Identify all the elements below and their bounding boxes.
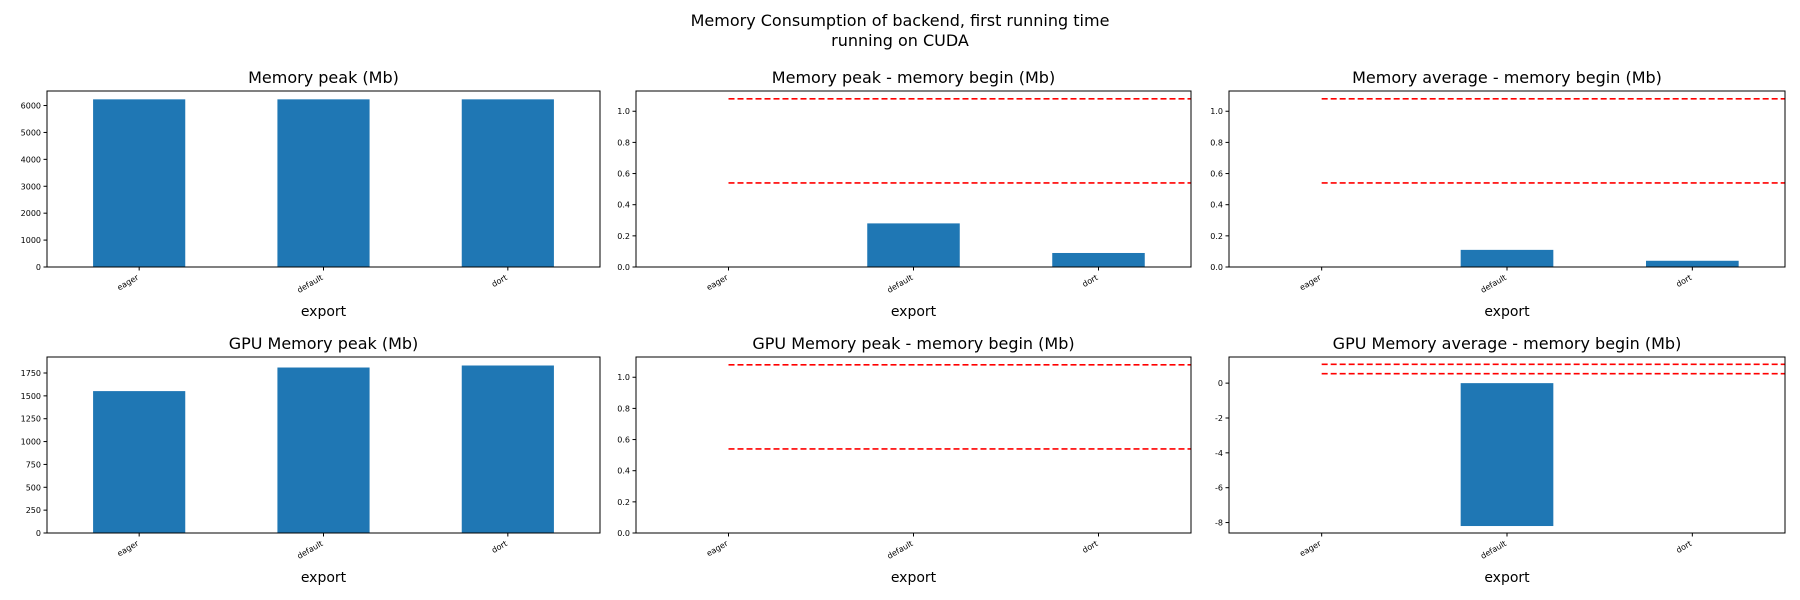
subplot-title: GPU Memory peak - memory begin (Mb) bbox=[752, 334, 1074, 353]
bar-dort bbox=[461, 99, 554, 268]
y-tick-label: 1.0 bbox=[617, 107, 630, 116]
x-tick-label: default bbox=[886, 273, 915, 295]
subplot-2: 0.0 0.2 0.4 0.6 0.8 1.0 eager default dort Memory… bbox=[617, 68, 1192, 320]
bar-default bbox=[1460, 383, 1554, 527]
x-tick-label: eager bbox=[705, 539, 730, 559]
bar-dort bbox=[461, 365, 554, 533]
x-axis-label: export bbox=[1484, 304, 1530, 320]
plot-frame bbox=[1228, 90, 1786, 268]
bar-default bbox=[277, 99, 370, 268]
y-tick-label: 2000 bbox=[21, 209, 41, 218]
x-tick-label: default bbox=[1479, 273, 1508, 295]
y-tick-label: 0.8 bbox=[617, 138, 630, 147]
y-tick-label: 0.4 bbox=[1210, 201, 1223, 210]
y-tick-label: 0.8 bbox=[617, 404, 630, 413]
figure-title-line1: Memory Consumption of backend, first run… bbox=[691, 11, 1110, 30]
y-tick-label: 1.0 bbox=[617, 373, 630, 382]
x-tick-label: dort bbox=[1081, 273, 1100, 289]
y-tick-label: 0.2 bbox=[617, 232, 630, 241]
x-tick-label: eager bbox=[116, 273, 141, 293]
x-tick-label: dort bbox=[1081, 539, 1100, 555]
y-tick-label: 0.6 bbox=[1210, 170, 1223, 179]
x-tick-label: eager bbox=[705, 273, 730, 293]
y-tick-label: 1000 bbox=[21, 236, 41, 245]
y-tick-label: 0.0 bbox=[617, 529, 630, 538]
x-tick-label: default bbox=[886, 539, 915, 561]
y-tick-label: 1750 bbox=[21, 369, 41, 378]
y-tick-label: 0 bbox=[36, 263, 41, 272]
bar-eager bbox=[93, 391, 186, 533]
subplot-3: 0.0 0.2 0.4 0.6 0.8 1.0 eager default dort Memory… bbox=[1210, 68, 1786, 320]
x-tick-label: dort bbox=[490, 273, 509, 289]
y-tick-label: 3000 bbox=[21, 182, 41, 191]
x-axis-label: export bbox=[301, 570, 347, 586]
plot-frame bbox=[635, 356, 1192, 534]
bar-dort bbox=[1052, 252, 1145, 267]
y-tick-label: 750 bbox=[26, 460, 41, 469]
subplot-title: Memory average - memory begin (Mb) bbox=[1352, 68, 1662, 87]
subplot-4: 0 250 500 750 1000 1250 1500 1750 eager default do… bbox=[21, 334, 601, 586]
y-tick-label: 0.4 bbox=[617, 201, 630, 210]
y-tick-label: -6 bbox=[1215, 484, 1223, 493]
x-tick-label: eager bbox=[1298, 273, 1323, 293]
bar-default bbox=[277, 367, 370, 533]
subplot-6: -8 -6 -4 -2 0 eager default dort GPU Memory aver… bbox=[1215, 334, 1786, 586]
x-tick-label: dort bbox=[1675, 273, 1694, 289]
y-tick-label: 4000 bbox=[21, 155, 41, 164]
y-tick-label: 1500 bbox=[21, 392, 41, 401]
x-tick-label: dort bbox=[490, 539, 509, 555]
y-tick-label: 0.6 bbox=[617, 436, 630, 445]
y-tick-label: -2 bbox=[1215, 414, 1223, 423]
y-tick-label: 1.0 bbox=[1210, 107, 1223, 116]
x-tick-label: default bbox=[296, 273, 325, 295]
y-tick-label: -4 bbox=[1215, 449, 1223, 458]
subplot-title: Memory peak (Mb) bbox=[248, 68, 399, 87]
x-tick-label: eager bbox=[1298, 539, 1323, 559]
y-tick-label: 5000 bbox=[21, 128, 41, 137]
subplot-5: 0.0 0.2 0.4 0.6 0.8 1.0 eager default dort GPU Me… bbox=[617, 334, 1192, 586]
x-axis-label: export bbox=[1484, 570, 1530, 586]
bar-default bbox=[1460, 249, 1554, 267]
y-tick-label: 0.4 bbox=[617, 467, 630, 476]
subplot-title: Memory peak - memory begin (Mb) bbox=[772, 68, 1055, 87]
bar-default bbox=[867, 223, 960, 267]
subplot-title: GPU Memory peak (Mb) bbox=[229, 334, 419, 353]
y-tick-label: 0.0 bbox=[617, 263, 630, 272]
subplot-title: GPU Memory average - memory begin (Mb) bbox=[1333, 334, 1682, 353]
subplot-1: 0 1000 2000 3000 4000 5000 6000 eager default dor… bbox=[21, 68, 601, 320]
figure-title-line2: running on CUDA bbox=[831, 31, 969, 50]
y-tick-label: 250 bbox=[26, 506, 41, 515]
y-tick-label: 0.2 bbox=[617, 498, 630, 507]
y-tick-label: 6000 bbox=[21, 102, 41, 111]
y-tick-label: 0.2 bbox=[1210, 232, 1223, 241]
y-tick-label: 0 bbox=[36, 529, 41, 538]
x-tick-label: eager bbox=[116, 539, 141, 559]
y-tick-label: 0 bbox=[1218, 379, 1223, 388]
y-tick-label: 500 bbox=[26, 483, 41, 492]
y-tick-label: 1250 bbox=[21, 415, 41, 424]
x-axis-label: export bbox=[891, 304, 937, 320]
x-axis-label: export bbox=[891, 570, 937, 586]
x-axis-label: export bbox=[301, 304, 347, 320]
y-tick-label: 0.6 bbox=[617, 170, 630, 179]
y-tick-label: 0.0 bbox=[1210, 263, 1223, 272]
y-tick-label: 0.8 bbox=[1210, 138, 1223, 147]
bar-eager bbox=[93, 99, 186, 268]
y-tick-label: 1000 bbox=[21, 438, 41, 447]
y-tick-label: -8 bbox=[1215, 519, 1223, 528]
x-tick-label: dort bbox=[1675, 539, 1694, 555]
x-tick-label: default bbox=[296, 539, 325, 561]
bar-dort bbox=[1646, 260, 1739, 267]
x-tick-label: default bbox=[1479, 539, 1508, 561]
